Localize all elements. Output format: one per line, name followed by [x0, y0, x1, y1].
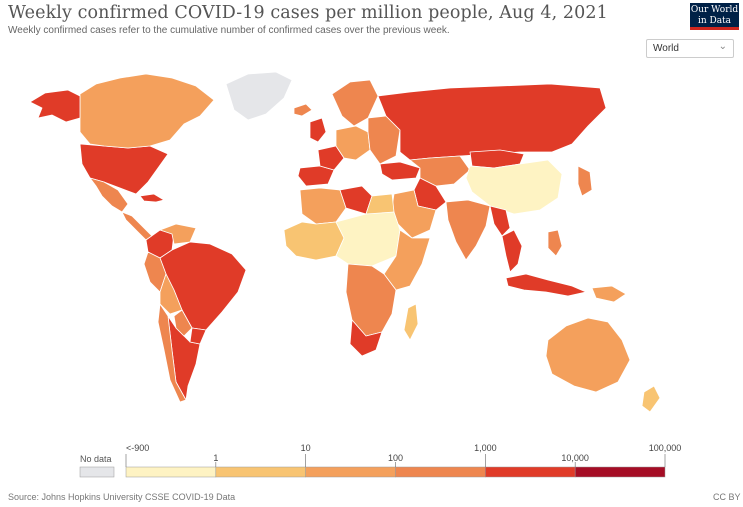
region-select[interactable]: World ⌄ — [646, 39, 734, 58]
region-central-america[interactable]: Central America — [121, 211, 153, 241]
region-central-africa[interactable]: Central Africa — [335, 211, 401, 267]
region-china[interactable]: China — [465, 159, 563, 215]
legend-bin-3[interactable] — [395, 466, 486, 478]
region-turkey[interactable]: Turkey — [379, 161, 421, 181]
legend: No data <-900 1 10 100 1,000 10,000 100,000 — [79, 443, 682, 478]
region-greenland[interactable]: Greenland — [225, 71, 293, 121]
legend-bin-0[interactable] — [125, 466, 217, 478]
legend-tick-label-6: 100,000 — [649, 443, 682, 453]
legend-bin-2[interactable] — [305, 466, 396, 478]
region-france[interactable]: France — [317, 145, 345, 171]
legend-no-data-label: No data — [80, 454, 112, 464]
region-north-africa[interactable]: North Africa — [299, 187, 347, 225]
region-india[interactable]: India — [445, 199, 491, 261]
owid-logo[interactable]: Our World in Data — [690, 3, 739, 30]
region-united-kingdom[interactable]: United Kingdom — [309, 117, 327, 143]
legend-bin-4[interactable] — [485, 466, 576, 478]
region-russia[interactable]: Russia — [377, 83, 607, 161]
region-canada[interactable]: Canada — [79, 73, 215, 149]
region-iceland[interactable]: Iceland — [293, 103, 313, 117]
region-japan[interactable]: Japan — [577, 165, 593, 197]
region-chile[interactable]: Chile — [157, 303, 187, 403]
region-select-value: World — [653, 43, 679, 54]
license-note: CC BY — [713, 492, 741, 502]
region-paraguay[interactable]: Paraguay — [173, 309, 193, 337]
chevron-down-icon: ⌄ — [718, 41, 727, 52]
legend-no-data-swatch[interactable] — [79, 466, 115, 478]
region-scandinavia[interactable]: Scandinavia — [331, 79, 379, 127]
legend-tick-label-3: 100 — [388, 453, 403, 463]
region-madagascar[interactable]: Madagascar — [403, 303, 419, 341]
legend-bin-1[interactable] — [215, 466, 306, 478]
region-alaska[interactable]: Alaska — [29, 89, 81, 123]
region-united-states[interactable]: United States — [79, 143, 169, 195]
region-central-europe[interactable]: Central Europe — [335, 125, 371, 161]
legend-tick-label-5: 10,000 — [561, 453, 589, 463]
region-papua-new-guinea[interactable]: Papua New Guinea — [591, 285, 627, 303]
world-map: United StatesCanadaAlaskaGreenlandMexico… — [29, 71, 661, 413]
legend-tick-label-2: 10 — [301, 443, 311, 453]
chart-title: Weekly confirmed COVID-19 cases per mill… — [8, 3, 608, 23]
region-kazakhstan[interactable]: Kazakhstan — [409, 155, 471, 187]
region-new-zealand[interactable]: New Zealand — [641, 385, 661, 413]
legend-tick-label-4: 1,000 — [474, 443, 497, 453]
region-brazil[interactable]: Brazil — [159, 241, 247, 331]
region-indonesia[interactable]: Indonesia — [505, 273, 587, 297]
region-philippines[interactable]: Philippines — [547, 229, 563, 257]
chart-subtitle: Weekly confirmed cases refer to the cumu… — [8, 25, 450, 36]
region-southern-africa[interactable]: Southern Africa — [345, 263, 397, 337]
region-uruguay[interactable]: Uruguay — [189, 327, 207, 345]
legend-bin-5[interactable] — [574, 466, 666, 478]
region-south-africa[interactable]: South Africa — [349, 319, 383, 357]
region-spain[interactable]: Spain — [297, 165, 335, 187]
logo-line-2: in Data — [697, 16, 732, 26]
legend-tick-label-0: <-900 — [126, 443, 149, 453]
region-myanmar[interactable]: Myanmar — [489, 205, 511, 237]
region-thailand[interactable]: Thailand — [501, 229, 523, 273]
region-west-africa[interactable]: West Africa — [283, 221, 345, 261]
source-note: Source: Johns Hopkins University CSSE CO… — [8, 492, 236, 502]
region-cuba[interactable]: Cuba — [139, 193, 165, 203]
logo-line-1: Our World — [690, 5, 739, 15]
legend-tick-label-1: 1 — [213, 453, 218, 463]
region-australia[interactable]: Australia — [545, 317, 631, 393]
region-bolivia[interactable]: Bolivia — [159, 273, 183, 315]
